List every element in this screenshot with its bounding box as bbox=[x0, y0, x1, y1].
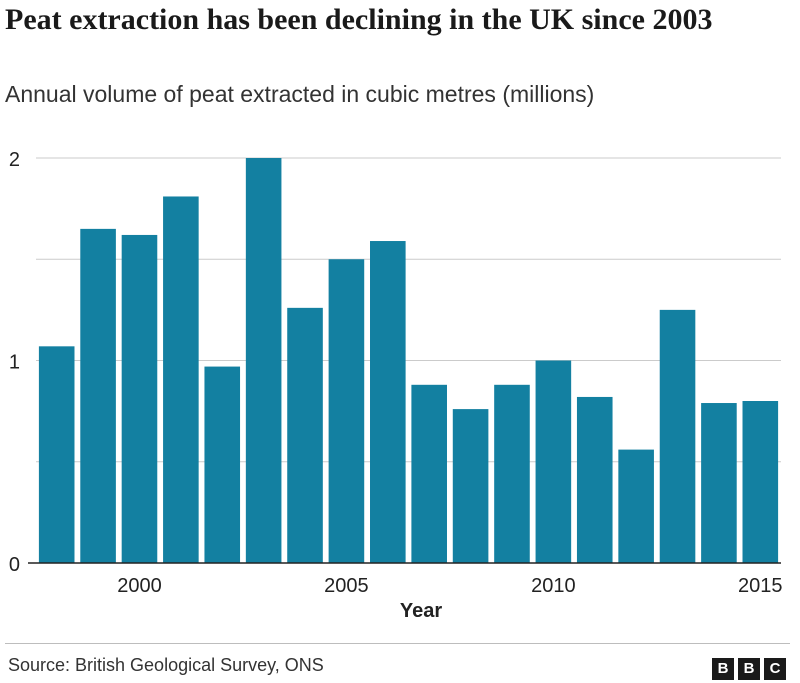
bar bbox=[659, 309, 696, 563]
bbc-logo: B B C bbox=[712, 658, 786, 680]
bar bbox=[742, 401, 779, 563]
y-tick-label: 0 bbox=[9, 554, 20, 576]
x-tick-label: 2005 bbox=[324, 575, 369, 597]
bar bbox=[411, 384, 447, 563]
logo-letter: B bbox=[738, 658, 760, 680]
x-axis-label: Year bbox=[400, 600, 442, 622]
bar bbox=[245, 158, 282, 563]
x-tick-label: 2015 bbox=[738, 575, 783, 597]
bar bbox=[576, 396, 613, 563]
chart-title: Peat extraction has been declining in th… bbox=[5, 3, 713, 36]
bar bbox=[38, 346, 75, 563]
source-note: Source: British Geological Survey, ONS bbox=[8, 655, 324, 675]
bar bbox=[328, 259, 365, 563]
logo-letter: B bbox=[712, 658, 734, 680]
bar bbox=[163, 196, 199, 563]
bar bbox=[121, 234, 158, 563]
bar bbox=[535, 360, 572, 563]
bar-chart: 0 1 2 2000 2005 2010 2015 Year bbox=[9, 149, 783, 622]
y-tick-label: 2 bbox=[9, 149, 20, 171]
logo-letter: C bbox=[764, 658, 786, 680]
bars bbox=[38, 158, 779, 563]
bar bbox=[370, 241, 406, 563]
y-tick-label: 1 bbox=[9, 352, 20, 374]
bar bbox=[287, 307, 323, 563]
footer-divider bbox=[5, 643, 790, 644]
bar bbox=[701, 403, 737, 563]
gridlines bbox=[36, 157, 781, 463]
x-tick-label: 2010 bbox=[531, 575, 576, 597]
bar bbox=[80, 228, 116, 563]
bar bbox=[494, 384, 530, 563]
x-tick-label: 2000 bbox=[117, 575, 162, 597]
x-tick-labels: 2000 2005 2010 2015 bbox=[117, 575, 782, 597]
bar bbox=[204, 366, 241, 563]
chart-subtitle: Annual volume of peat extracted in cubic… bbox=[5, 81, 595, 107]
bar bbox=[618, 449, 654, 563]
y-tick-labels: 0 1 2 bbox=[9, 149, 20, 576]
bar bbox=[452, 409, 489, 563]
